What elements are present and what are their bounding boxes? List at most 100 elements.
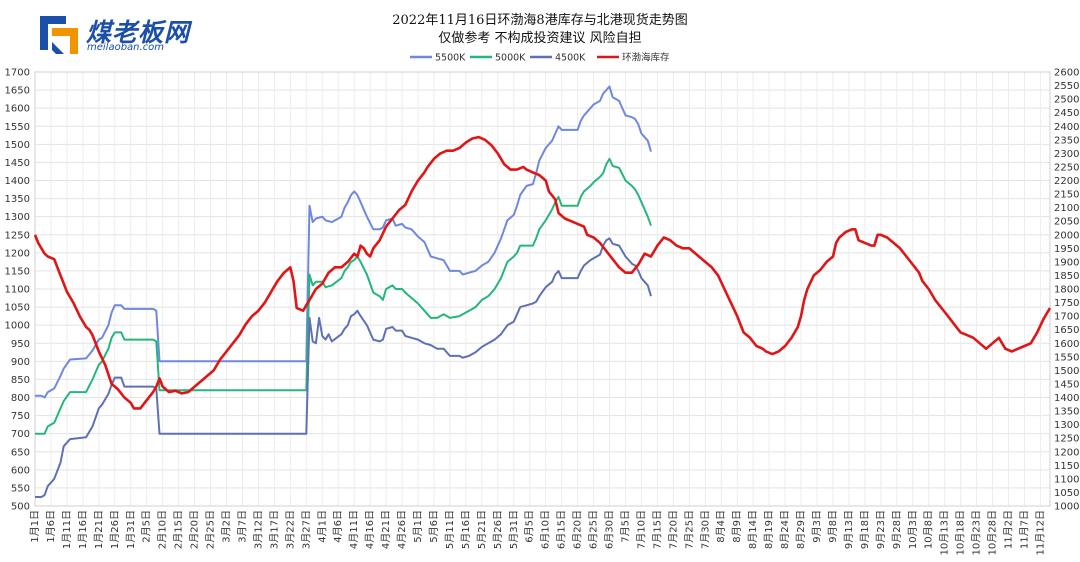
y-right-tick-label: 2400 [1054,122,1079,133]
y-right-tick-label: 1700 [1054,312,1079,323]
x-tick-label: 3月2日 [221,510,233,543]
x-tick-label: 10月28日 [987,510,999,555]
x-tick-label: 3月7日 [236,510,248,543]
y-left-tick-label: 1650 [5,86,30,97]
x-tick-label: 2月20日 [189,510,201,549]
y-left-tick-label: 1200 [5,248,30,259]
x-tick-label: 2月10日 [157,510,169,549]
x-tick-label: 9月18日 [859,510,871,549]
x-tick-label: 6月30日 [604,510,616,549]
y-right-tick-label: 1400 [1054,393,1079,404]
x-tick-label: 1月6日 [45,510,57,543]
y-left-tick-label: 1500 [5,140,30,151]
y-right-tick-label: 1300 [1054,420,1079,431]
x-tick-label: 5月6日 [428,510,440,543]
y-left-tick-label: 1150 [5,266,30,277]
y-right-tick-label: 2550 [1054,81,1079,92]
x-tick-label: 1月31日 [125,510,137,549]
y-right-tick-label: 1450 [1054,379,1079,390]
x-tick-label: 5月26日 [492,510,504,549]
x-tick-label: 7月25日 [683,510,695,549]
y-left-tick-label: 500 [11,502,30,513]
x-tick-label: 11月12日 [1034,510,1046,555]
y-left-tick-label: 600 [11,465,30,476]
x-tick-label: 9月8日 [827,510,839,543]
y-right-tick-label: 2000 [1054,230,1079,241]
legend-label: 4500K [555,53,586,64]
y-right-tick-label: 1100 [1054,474,1079,485]
x-tick-label: 2月5日 [141,510,153,543]
y-right-tick-label: 1900 [1054,257,1079,268]
y-right-tick-label: 1250 [1054,434,1079,445]
x-tick-label: 10月3日 [907,510,919,549]
x-tick-label: 7月5日 [619,510,631,543]
legend-label: 5000K [495,53,526,64]
y-left-tick-label: 550 [11,483,30,494]
logo-brand-text: 煤老板网 [86,18,191,47]
series-line-1 [35,85,652,399]
x-tick-label: 3月22日 [284,510,296,549]
x-tick-label: 3月27日 [300,510,312,549]
x-tick-label: 6月20日 [572,510,584,549]
y-right-tick-label: 1000 [1054,502,1079,513]
y-left-tick-label: 1600 [5,104,30,115]
y-right-tick-label: 2250 [1054,162,1079,173]
y-left-tick-label: 650 [11,447,30,458]
logo-mark-icon [40,16,78,54]
x-tick-label: 8月29日 [795,510,807,549]
x-tick-label: 4月26日 [396,510,408,549]
x-tick-label: 5月21日 [476,510,488,549]
y-right-tick-label: 1050 [1054,488,1079,499]
logo-domain-text: meilaoban.com [87,42,165,53]
y-right-tick-label: 1550 [1054,352,1079,363]
x-tick-label: 8月19日 [763,510,775,549]
y-right-tick-label: 1650 [1054,325,1079,336]
y-right-tick-label: 2150 [1054,190,1079,201]
y-right-tick-label: 1150 [1054,461,1079,472]
y-left-tick-label: 1450 [5,158,30,169]
x-tick-label: 6月25日 [588,510,600,549]
y-left-tick-label: 1700 [5,68,30,79]
legend-label: 环渤海库存 [622,52,670,64]
x-tick-label: 8月24日 [779,510,791,549]
y-right-tick-label: 2300 [1054,149,1079,160]
series-line-4 [33,135,1052,410]
y-left-tick-label: 800 [11,393,30,404]
y-left-tick-label: 1550 [5,122,30,133]
x-tick-label: 5月31日 [508,510,520,549]
x-tick-label: 6月5日 [524,510,536,543]
x-tick-label: 1月21日 [93,510,105,549]
x-tick-label: 7月10日 [635,510,647,549]
y-right-tick-label: 1950 [1054,244,1079,255]
x-tick-label: 1月26日 [109,510,121,549]
y-left-tick-label: 1400 [5,176,30,187]
x-tick-label: 1月11日 [61,510,73,549]
x-tick-label: 3月17日 [268,510,280,549]
y-right-tick-label: 2600 [1054,68,1079,79]
x-tick-label: 10月13日 [939,510,951,555]
y-left-tick-label: 1100 [5,285,30,296]
y-left-tick-label: 750 [11,411,30,422]
y-right-tick-label: 1600 [1054,339,1079,350]
x-tick-label: 9月13日 [843,510,855,549]
y-left-tick-label: 1050 [5,303,30,314]
y-left-tick-label: 900 [11,357,30,368]
chart-subtitle: 仅做参考 不构成投资建议 风险自担 [438,31,642,46]
x-tick-label: 4月1日 [316,510,328,543]
x-tick-label: 7月30日 [699,510,711,549]
y-left-tick-label: 1000 [5,321,30,332]
x-tick-label: 4月6日 [332,510,344,543]
series-line-3 [35,237,652,498]
y-right-tick-label: 1350 [1054,407,1079,418]
x-tick-label: 2月15日 [173,510,185,549]
y-right-tick-label: 1500 [1054,366,1079,377]
x-tick-label: 5月11日 [444,510,456,549]
y-right-tick-label: 1750 [1054,298,1079,309]
x-tick-label: 5月1日 [412,510,424,543]
y-left-tick-label: 1250 [5,230,30,241]
x-tick-label: 1月1日 [29,510,41,543]
x-tick-label: 11月2日 [1003,510,1015,549]
x-tick-label: 1月16日 [77,510,89,549]
x-tick-label: 8月4日 [715,510,727,543]
